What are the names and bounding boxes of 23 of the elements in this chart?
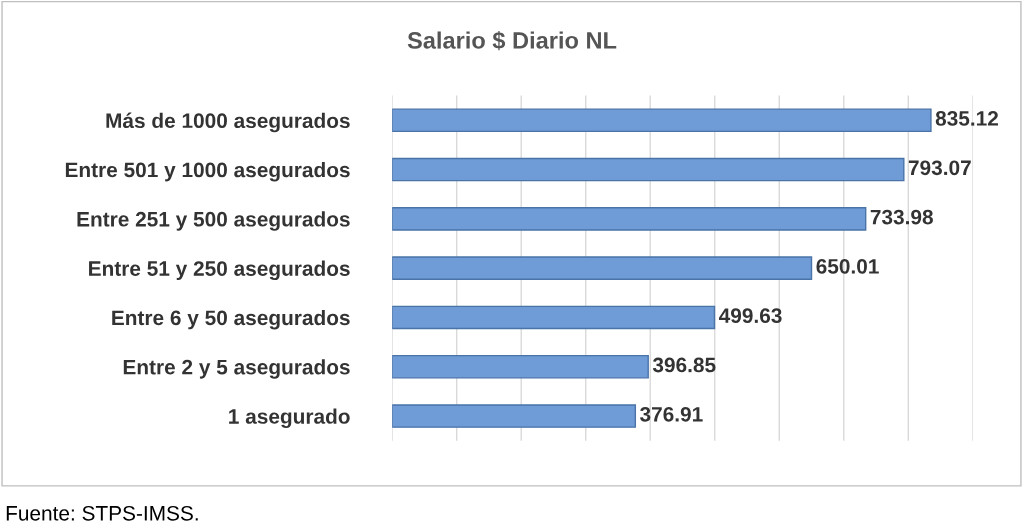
y-tick-label: Entre 501 y 1000 asegurados xyxy=(65,161,350,182)
bar xyxy=(392,108,932,133)
bar xyxy=(392,404,637,428)
data-label: 376.91 xyxy=(639,406,703,422)
y-tick-label: Más de 1000 asegurados xyxy=(106,112,350,133)
data-label: 650.01 xyxy=(816,258,879,274)
bar xyxy=(392,354,649,379)
bar xyxy=(392,207,867,231)
bar xyxy=(392,157,905,182)
data-label: 835.12 xyxy=(935,111,998,126)
bar xyxy=(392,256,813,280)
data-label: 733.98 xyxy=(870,209,933,225)
data-label: 499.63 xyxy=(719,308,782,324)
y-tick-label: 1 asegurado xyxy=(229,408,350,429)
bar xyxy=(392,305,716,330)
y-tick-label: Entre 2 y 5 asegurados xyxy=(123,359,350,379)
y-tick-label: Entre 251 y 500 asegurados xyxy=(77,211,350,231)
data-label: 396.85 xyxy=(652,357,716,373)
chart-title: Salario $ Diario NL xyxy=(407,31,617,51)
data-label: 793.07 xyxy=(908,160,971,176)
y-tick-label: Entre 51 y 250 asegurados xyxy=(89,260,350,281)
y-tick-label: Entre 6 y 50 asegurados xyxy=(112,309,350,330)
source-note: Fuente: STPS-IMSS. xyxy=(6,505,198,521)
